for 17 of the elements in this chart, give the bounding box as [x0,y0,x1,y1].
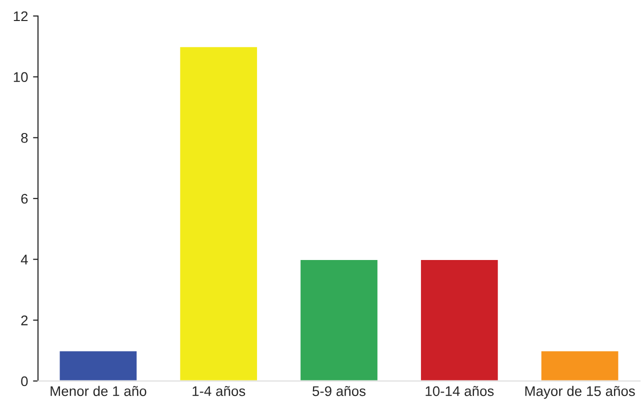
bar [420,258,500,381]
x-tick-label: 5-9 años [312,386,366,396]
y-tick-label: 6 [21,194,28,204]
y-tick-label: 12 [14,11,28,22]
y-tick-label: 4 [20,254,28,264]
bar [58,350,138,381]
bar [178,46,258,381]
bar [299,258,379,381]
x-tick-label: 10-14 años [426,386,494,396]
x-tick-label: Menor de 1 año [50,386,146,396]
y-tick-label: 2 [21,316,28,326]
x-tick-label: Mayor de 15 años [525,386,635,399]
x-tick-label: 1-4 años [192,386,246,396]
y-tick-label: 10 [14,72,28,82]
y-tick-label: 8 [21,133,28,143]
y-tick-label: 0 [21,376,28,386]
bar [540,350,620,381]
